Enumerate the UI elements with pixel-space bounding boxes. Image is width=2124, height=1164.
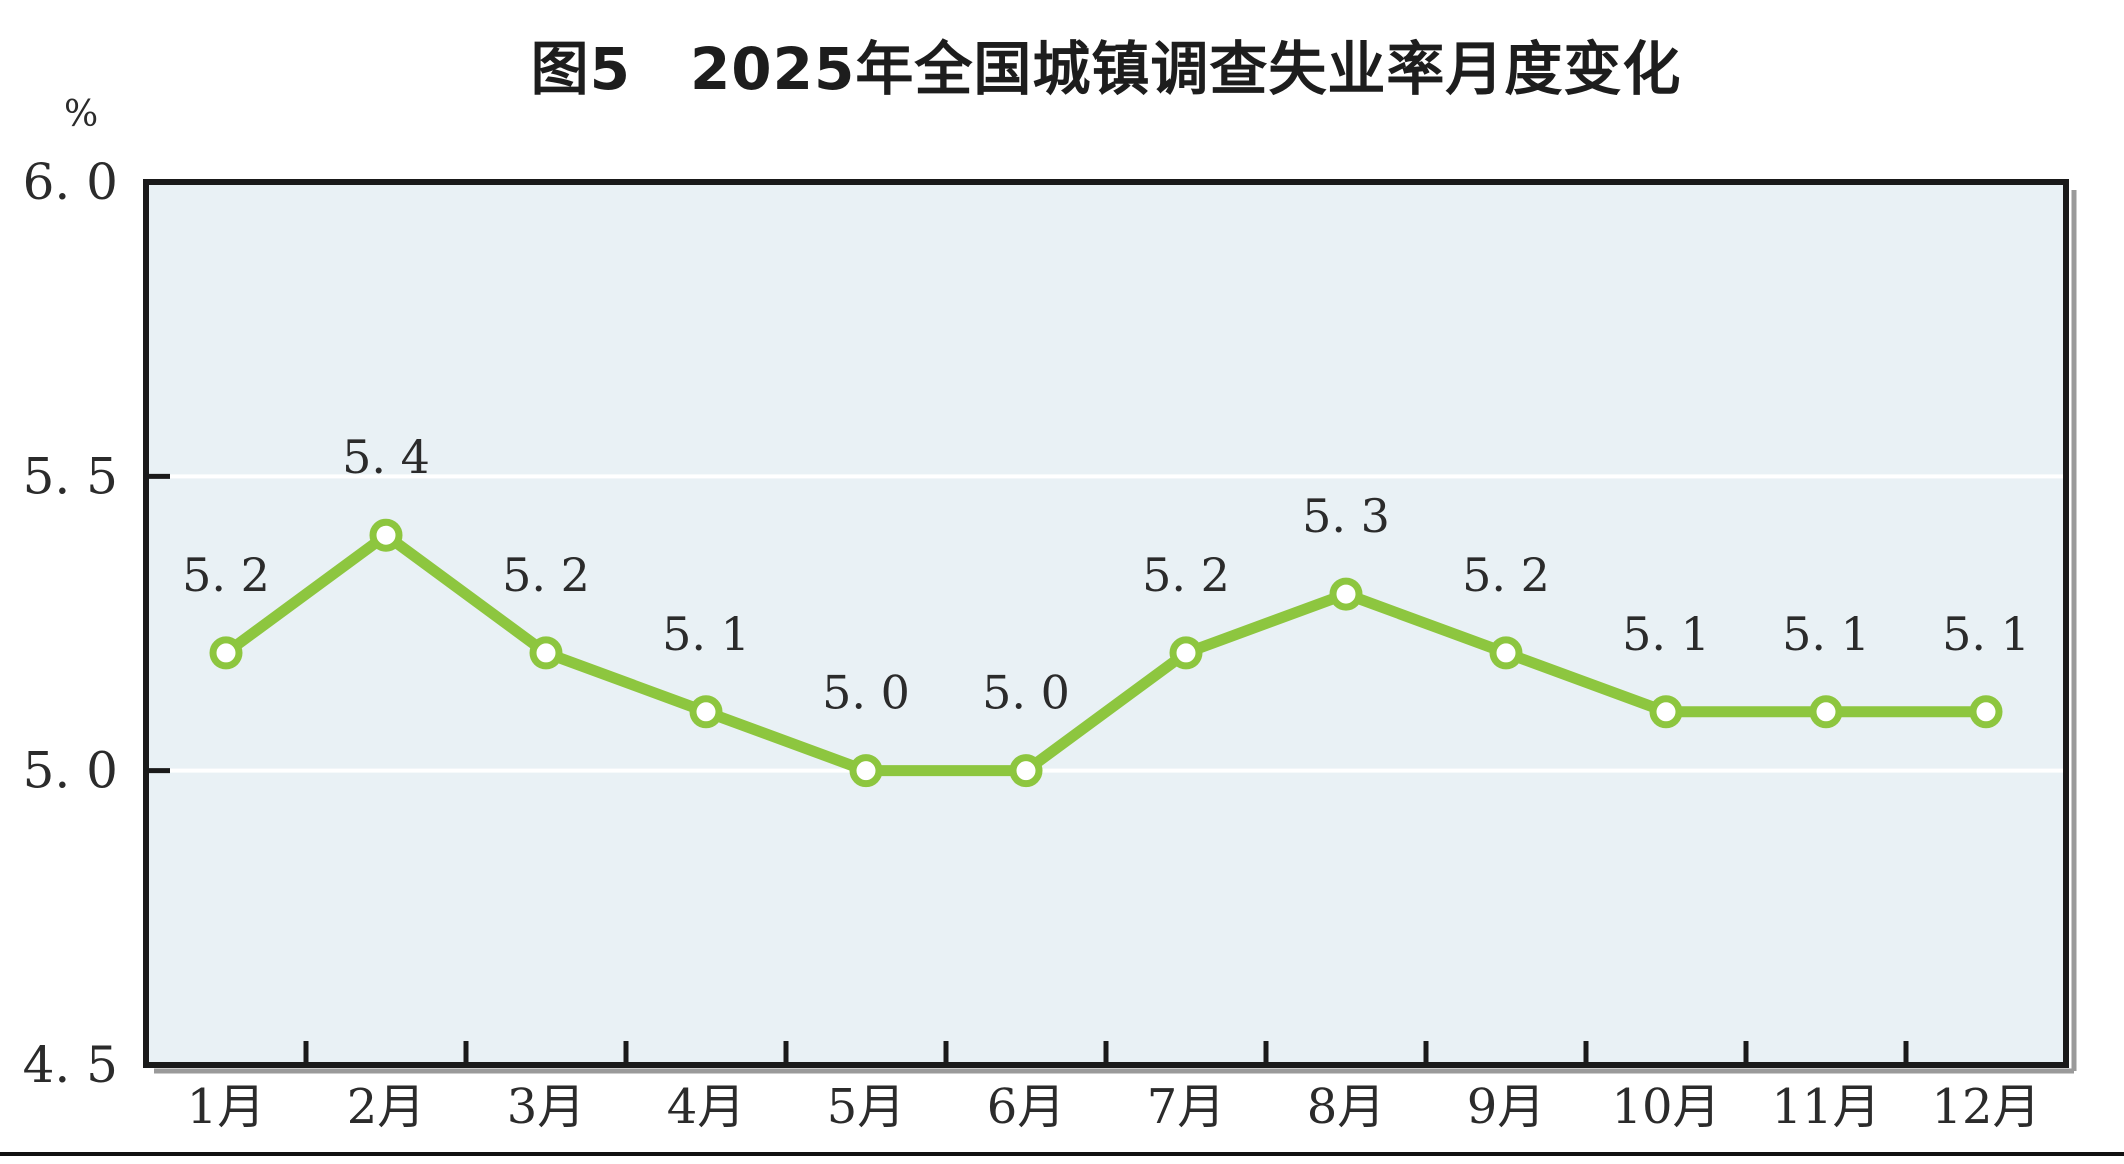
data-point — [849, 754, 883, 788]
x-tick-label: 2月 — [347, 1079, 426, 1135]
x-tick-label: 4月 — [667, 1079, 746, 1135]
data-point — [1489, 636, 1523, 670]
x-tick-label: 6月 — [987, 1079, 1066, 1135]
y-tick-label: 6. 0 — [23, 153, 118, 211]
data-label: 5. 1 — [1942, 607, 2030, 661]
data-point — [529, 636, 563, 670]
data-point — [1009, 754, 1043, 788]
plot-frame — [143, 179, 2069, 1068]
y-axis-unit-label: % — [64, 94, 99, 135]
data-label: 5. 1 — [1782, 607, 1870, 661]
series-line — [220, 529, 1992, 777]
data-label: 5. 4 — [342, 430, 430, 484]
x-tick-label: 8月 — [1307, 1079, 1386, 1135]
x-tick-label: 1月 — [187, 1079, 266, 1135]
data-point — [209, 636, 243, 670]
data-point — [689, 695, 723, 729]
data-label: 5. 2 — [502, 548, 590, 602]
chart-title: 图5 2025年全国城镇调查失业率月度变化 — [530, 35, 1682, 103]
data-label: 5. 2 — [182, 548, 270, 602]
data-point — [1969, 695, 2003, 729]
x-tick-label: 5月 — [827, 1079, 906, 1135]
data-point — [369, 518, 403, 552]
y-tick-label: 4. 5 — [23, 1036, 118, 1094]
x-tick-label: 10月 — [1611, 1079, 1720, 1135]
data-label: 5. 2 — [1142, 548, 1230, 602]
y-tick-label: 5. 5 — [23, 447, 118, 505]
data-point — [1649, 695, 1683, 729]
y-tick-label: 5. 0 — [23, 742, 118, 800]
data-label: 5. 1 — [1622, 607, 1710, 661]
data-label: 5. 0 — [982, 666, 1070, 720]
data-label: 5. 0 — [822, 666, 910, 720]
data-label: 5. 2 — [1462, 548, 1550, 602]
x-tick-label: 12月 — [1931, 1079, 2040, 1135]
data-point — [1169, 636, 1203, 670]
x-tick-label: 11月 — [1771, 1079, 1880, 1135]
x-tick-label: 9月 — [1467, 1079, 1546, 1135]
data-point — [1329, 577, 1363, 611]
x-tick-label: 7月 — [1147, 1079, 1226, 1135]
bottom-divider — [0, 1152, 2124, 1156]
x-tick-label: 3月 — [507, 1079, 586, 1135]
data-point — [1809, 695, 1843, 729]
data-label: 5. 3 — [1302, 489, 1390, 543]
data-label: 5. 1 — [662, 607, 750, 661]
plot-area — [146, 182, 2066, 1065]
